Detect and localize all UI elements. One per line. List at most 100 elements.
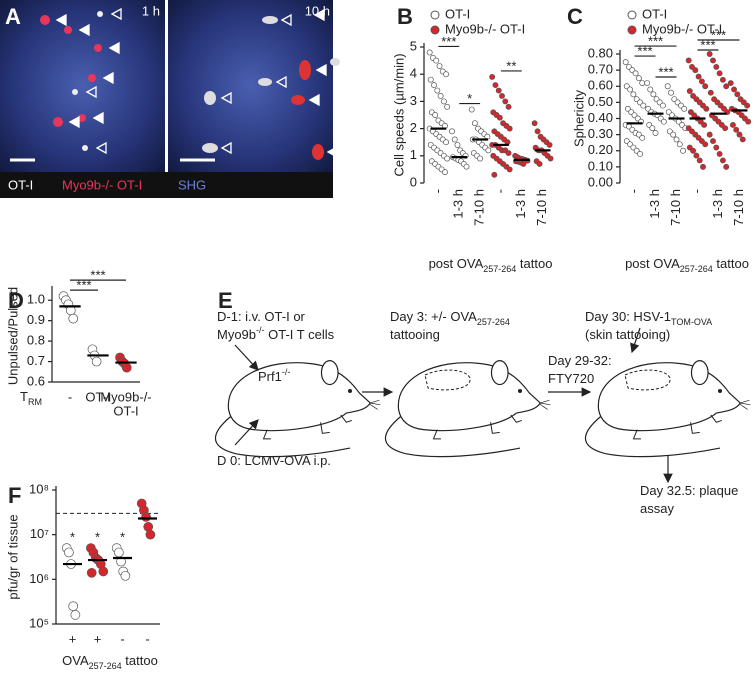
data-point: [680, 147, 687, 154]
data-point: [431, 82, 437, 89]
data-point: [673, 136, 680, 143]
data-point: [546, 141, 553, 148]
data-point: [644, 80, 651, 86]
data-point: [650, 91, 657, 98]
data-point: [91, 356, 102, 367]
significance: **: [506, 58, 516, 73]
channel-label: Myo9b-/- OT-I: [62, 177, 142, 192]
text-run: -/-: [282, 367, 291, 377]
significance: *: [120, 530, 125, 545]
y-tick-label: 1.0: [27, 292, 45, 307]
text-run: OVA: [62, 653, 89, 668]
significance: ***: [648, 34, 663, 49]
x-tick-label: -: [120, 631, 124, 646]
data-point: [713, 144, 720, 151]
y-axis-label: Sphericity: [571, 89, 586, 147]
data-point: [702, 141, 709, 148]
step-label: D 0: LCMV-OVA i.p.: [217, 453, 331, 468]
data-point: [723, 163, 730, 170]
panel-label: E: [218, 288, 233, 313]
data-point: [547, 155, 554, 162]
panel-label: D: [8, 288, 24, 313]
text-run: 257-264: [477, 317, 510, 327]
data-point: [659, 102, 666, 109]
x-tick-label: OT-I: [85, 389, 110, 404]
y-tick-label: 0.6: [27, 373, 45, 388]
data-point: [710, 57, 716, 64]
data-point: [668, 89, 674, 96]
x-tick-label: -: [430, 189, 445, 193]
y-tick-label: 1: [410, 147, 417, 162]
y-tick-label: 0.8: [27, 333, 45, 348]
data-point: [468, 106, 475, 113]
data-point: [695, 73, 702, 80]
data-point: [531, 120, 538, 127]
x-tick-label: 7-10 h: [472, 189, 487, 226]
step-label: FTY720: [548, 371, 594, 386]
x-axis-label: OVA257-264 tattoo: [62, 653, 158, 671]
x-tick-label: 7-10 h: [731, 189, 746, 226]
significance: *: [467, 91, 472, 106]
tattoo-area: [424, 369, 471, 391]
y-tick-label: 0.7: [27, 353, 45, 368]
data-point: [444, 155, 451, 162]
y-tick-label: 0.60: [588, 78, 613, 93]
data-point: [686, 88, 693, 95]
data-point: [696, 157, 703, 164]
y-tick-label: 5: [410, 38, 417, 53]
x-tick-label: 7-10 h: [534, 189, 549, 226]
y-tick-label: 0.10: [588, 158, 613, 173]
x-tick-label: -: [68, 389, 72, 404]
data-point: [86, 567, 97, 578]
arrowheads: [55, 7, 364, 159]
y-tick-label: 0.80: [588, 45, 613, 60]
data-point: [660, 118, 667, 125]
y-tick-label: 10⁸: [29, 481, 49, 496]
panel-label: B: [397, 4, 413, 29]
data-point: [520, 161, 527, 167]
data-point: [463, 163, 470, 170]
step-label: (skin tattooing): [585, 327, 670, 342]
text-run: 257-264: [680, 264, 713, 274]
data-point: [622, 59, 629, 66]
text-run: tattooing: [390, 327, 440, 342]
significance: ***: [76, 278, 91, 293]
step-label: Day 29-32:: [548, 353, 612, 368]
legend-label: OT-I: [642, 6, 667, 21]
data-point: [681, 105, 688, 112]
x-axis-label: post OVA257-264 tattoo: [429, 256, 553, 274]
data-point: [745, 118, 752, 125]
legend-marker: [627, 25, 637, 35]
data-point: [698, 78, 705, 85]
y-tick-label: 0.00: [588, 174, 613, 189]
y-tick-label: 0.30: [588, 126, 613, 141]
step-label: Myo9b-/- OT-I T cells: [217, 325, 335, 342]
channel-bar: [0, 172, 333, 198]
data-point: [506, 166, 513, 173]
text-run: FTY720: [548, 371, 594, 386]
significance: ***: [658, 64, 673, 79]
data-point: [630, 91, 637, 98]
data-point: [499, 93, 505, 99]
data-point: [477, 155, 484, 162]
data-point: [454, 141, 461, 148]
data-point: [485, 147, 492, 154]
text-run: 257-264: [483, 264, 516, 274]
data-point: [64, 547, 74, 558]
mouse: [584, 360, 751, 458]
data-point: [141, 512, 151, 522]
legend-marker: [430, 25, 440, 35]
data-point: [639, 80, 646, 86]
step-label: Prf1-/-: [258, 367, 290, 384]
x-tick-label: 7-10 h: [668, 189, 683, 226]
y-tick-label: 3: [410, 93, 417, 108]
panel-label: A: [5, 4, 21, 29]
data-point: [701, 121, 708, 128]
significance: ***: [700, 37, 715, 52]
data-point: [505, 103, 512, 110]
data-point: [436, 63, 443, 69]
x-tick-label: 1-3 h: [647, 189, 662, 219]
step-label: Day 32.5: plaque: [640, 483, 738, 498]
x-tick-label: 1-3 h: [710, 189, 725, 219]
